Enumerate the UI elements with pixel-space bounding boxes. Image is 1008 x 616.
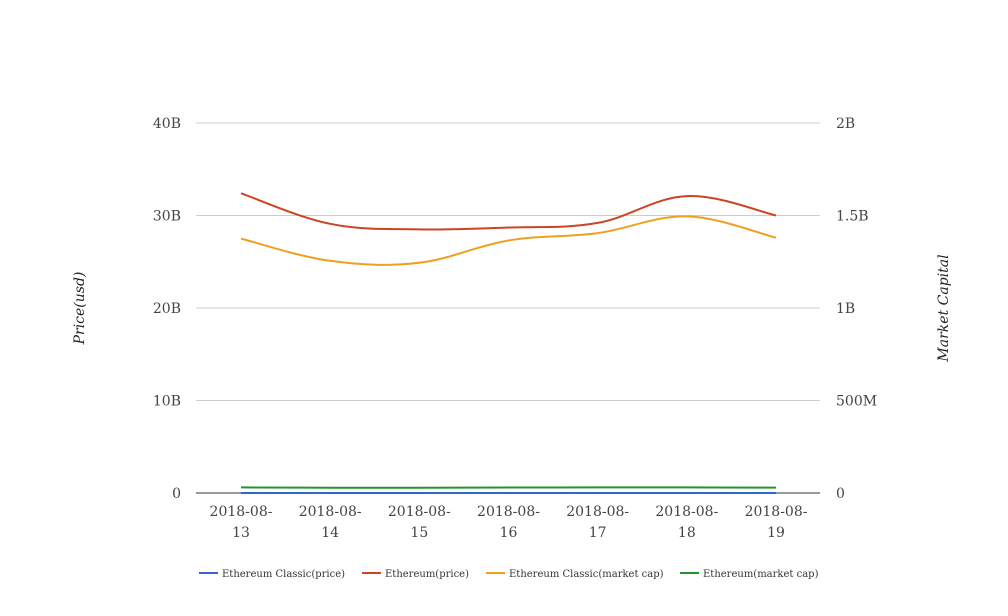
- x-tick-label: 2018-08- 15: [388, 504, 451, 541]
- legend: Ethereum Classic(price) Ethereum(price) Et…: [199, 569, 819, 580]
- x-tick-label: 2018-08- 14: [299, 504, 362, 541]
- x-tick-label-line: 2018-08-: [745, 504, 808, 520]
- right-tick-label: 0: [836, 486, 845, 502]
- x-tick-label-line: 2018-08-: [566, 504, 629, 520]
- x-tick-label: 2018-08- 18: [655, 504, 718, 541]
- x-tick-label-line: 2018-08-: [655, 504, 718, 520]
- x-tick-label-line: 16: [500, 525, 518, 541]
- series-lines: [240, 192, 777, 495]
- x-tick-label: 2018-08- 13: [210, 504, 273, 541]
- legend-label: Ethereum(market cap): [703, 569, 819, 580]
- legend-label: Ethereum Classic(market cap): [509, 569, 664, 580]
- right-tick-label: 1.5B: [836, 209, 869, 225]
- x-tick-label: 2018-08- 17: [566, 504, 629, 541]
- x-tick-label-line: 17: [589, 525, 607, 541]
- right-tick-label: 2B: [836, 116, 855, 132]
- left-axis-title: Price(usd): [72, 272, 88, 346]
- right-axis-title: Market Capital: [936, 254, 952, 362]
- left-tick-label: 10B: [153, 394, 181, 410]
- x-tick-label-line: 2018-08-: [299, 504, 362, 520]
- x-tick-label-line: 2018-08-: [388, 504, 451, 520]
- x-tick-label-line: 2018-08-: [477, 504, 540, 520]
- grid-lines: [196, 122, 820, 494]
- left-tick-label: 0: [172, 486, 181, 502]
- x-axis-ticks: 2018-08- 13 2018-08- 14 2018-08- 15 2018-08- 16…: [210, 504, 808, 541]
- right-tick-label: 500M: [836, 394, 877, 410]
- x-tick-label-line: 2018-08-: [210, 504, 273, 520]
- left-axis-ticks: 0 10B 20B 30B 40B: [153, 116, 181, 502]
- legend-label: Ethereum Classic(price): [222, 569, 345, 580]
- legend-label: Ethereum(price): [385, 569, 469, 580]
- x-tick-label-line: 15: [410, 525, 428, 541]
- x-tick-label-line: 14: [321, 525, 339, 541]
- x-tick-label: 2018-08- 19: [745, 504, 808, 541]
- series-line-ethereum-classic-market-cap: [240, 215, 777, 266]
- series-line-ethereum-price: [240, 192, 777, 231]
- right-tick-label: 1B: [836, 301, 855, 317]
- x-tick-label-line: 18: [678, 525, 696, 541]
- x-tick-label-line: 19: [767, 525, 785, 541]
- x-tick-label: 2018-08- 16: [477, 504, 540, 541]
- left-tick-label: 20B: [153, 301, 181, 317]
- left-tick-label: 40B: [153, 116, 181, 132]
- x-tick-label-line: 13: [232, 525, 250, 541]
- right-axis-ticks: 0 500M 1B 1.5B 2B: [836, 116, 877, 502]
- left-tick-label: 30B: [153, 209, 181, 225]
